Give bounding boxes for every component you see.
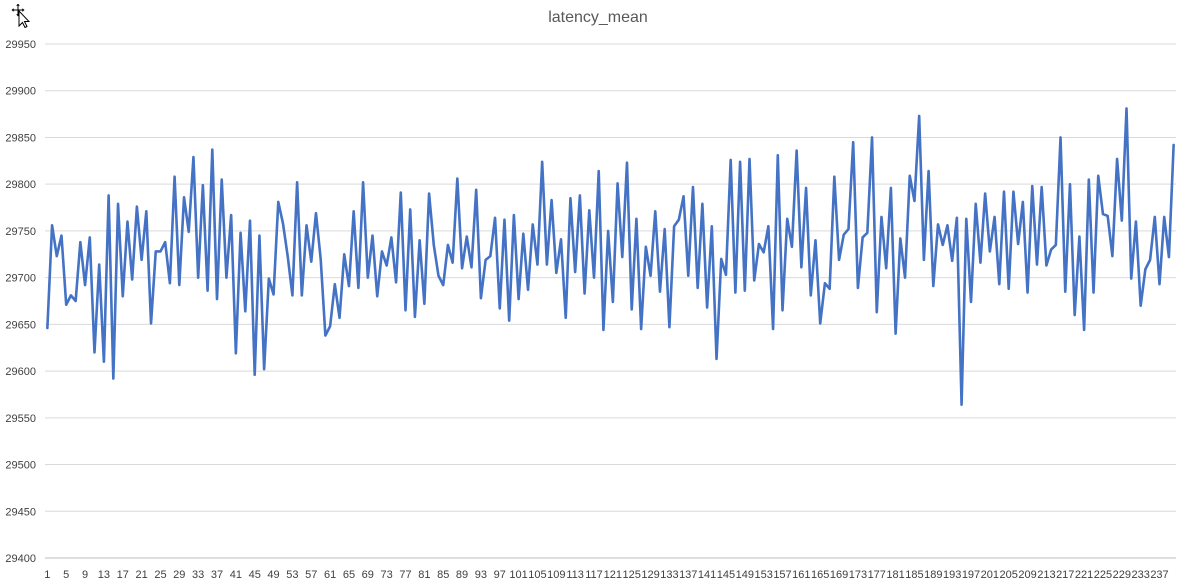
x-tick-label: 197 bbox=[962, 569, 980, 581]
x-tick-label: 21 bbox=[135, 569, 147, 581]
x-tick-label: 201 bbox=[981, 569, 999, 581]
x-tick-label: 73 bbox=[381, 569, 393, 581]
chart-title: latency_mean bbox=[548, 9, 648, 26]
y-axis-tick-labels: 29400 29450 29500 29550 29600 29650 29700 29750… bbox=[5, 39, 36, 565]
x-tick-label: 153 bbox=[754, 569, 772, 581]
x-tick-label: 113 bbox=[566, 569, 584, 581]
x-tick-label: 33 bbox=[192, 569, 204, 581]
x-tick-label: 49 bbox=[267, 569, 279, 581]
x-tick-label: 101 bbox=[509, 569, 527, 581]
x-tick-label: 69 bbox=[362, 569, 374, 581]
gridlines bbox=[45, 43, 1176, 559]
x-tick-label: 17 bbox=[117, 569, 129, 581]
y-tick-label: 29650 bbox=[5, 319, 36, 331]
x-tick-label: 25 bbox=[154, 569, 166, 581]
x-tick-label: 13 bbox=[98, 569, 110, 581]
x-tick-label: 1 bbox=[44, 569, 50, 581]
y-tick-label: 29550 bbox=[5, 413, 36, 425]
x-tick-label: 185 bbox=[905, 569, 923, 581]
x-tick-label: 61 bbox=[324, 569, 336, 581]
x-tick-label: 205 bbox=[1000, 569, 1018, 581]
series-line bbox=[46, 107, 1175, 407]
x-tick-label: 233 bbox=[1131, 569, 1149, 581]
x-tick-label: 181 bbox=[886, 569, 904, 581]
x-tick-label: 97 bbox=[494, 569, 506, 581]
x-tick-label: 29 bbox=[173, 569, 185, 581]
x-tick-label: 109 bbox=[547, 569, 565, 581]
y-tick-label: 29900 bbox=[5, 86, 36, 98]
x-tick-label: 85 bbox=[437, 569, 449, 581]
y-tick-label: 29850 bbox=[5, 132, 36, 144]
x-tick-label: 229 bbox=[1113, 569, 1131, 581]
x-tick-label: 65 bbox=[343, 569, 355, 581]
x-tick-label: 41 bbox=[230, 569, 242, 581]
series-layer bbox=[46, 107, 1175, 407]
x-tick-label: 93 bbox=[475, 569, 487, 581]
x-tick-label: 173 bbox=[849, 569, 867, 581]
x-tick-label: 9 bbox=[82, 569, 88, 581]
y-tick-label: 29500 bbox=[5, 460, 36, 472]
x-tick-label: 221 bbox=[1075, 569, 1093, 581]
x-tick-label: 89 bbox=[456, 569, 468, 581]
x-tick-label: 137 bbox=[679, 569, 697, 581]
x-tick-label: 133 bbox=[660, 569, 678, 581]
x-tick-label: 45 bbox=[249, 569, 261, 581]
x-tick-label: 53 bbox=[286, 569, 298, 581]
x-tick-label: 5 bbox=[63, 569, 69, 581]
x-tick-label: 217 bbox=[1056, 569, 1074, 581]
x-tick-label: 37 bbox=[211, 569, 223, 581]
x-tick-label: 177 bbox=[868, 569, 886, 581]
y-tick-label: 29450 bbox=[5, 506, 36, 518]
y-tick-label: 29800 bbox=[5, 179, 36, 191]
x-tick-label: 145 bbox=[717, 569, 735, 581]
y-tick-label: 29750 bbox=[5, 226, 36, 238]
x-tick-label: 225 bbox=[1094, 569, 1112, 581]
x-tick-label: 81 bbox=[418, 569, 430, 581]
y-tick-label: 29700 bbox=[5, 273, 36, 285]
x-tick-label: 105 bbox=[528, 569, 546, 581]
x-tick-label: 189 bbox=[924, 569, 942, 581]
x-tick-label: 165 bbox=[811, 569, 829, 581]
y-tick-label: 29950 bbox=[5, 39, 36, 51]
move-cursor-icon bbox=[10, 2, 30, 28]
x-tick-label: 77 bbox=[399, 569, 411, 581]
x-tick-label: 161 bbox=[792, 569, 810, 581]
x-tick-label: 125 bbox=[623, 569, 641, 581]
x-tick-label: 157 bbox=[773, 569, 791, 581]
x-tick-label: 141 bbox=[698, 569, 716, 581]
x-axis-tick-labels: 1 5 9 13 17 21 25 29 33 37 41 45 49 53 57 61 65 69 73 77 81 8… bbox=[44, 569, 1168, 581]
y-tick-label: 29600 bbox=[5, 366, 36, 378]
x-tick-label: 121 bbox=[604, 569, 622, 581]
x-tick-label: 57 bbox=[305, 569, 317, 581]
x-tick-label: 213 bbox=[1037, 569, 1055, 581]
x-tick-label: 209 bbox=[1018, 569, 1036, 581]
x-tick-label: 237 bbox=[1150, 569, 1168, 581]
y-tick-label: 29400 bbox=[5, 553, 36, 565]
x-tick-label: 193 bbox=[943, 569, 961, 581]
x-tick-label: 129 bbox=[641, 569, 659, 581]
x-tick-label: 169 bbox=[830, 569, 848, 581]
x-tick-label: 149 bbox=[736, 569, 754, 581]
x-tick-label: 117 bbox=[585, 569, 603, 581]
